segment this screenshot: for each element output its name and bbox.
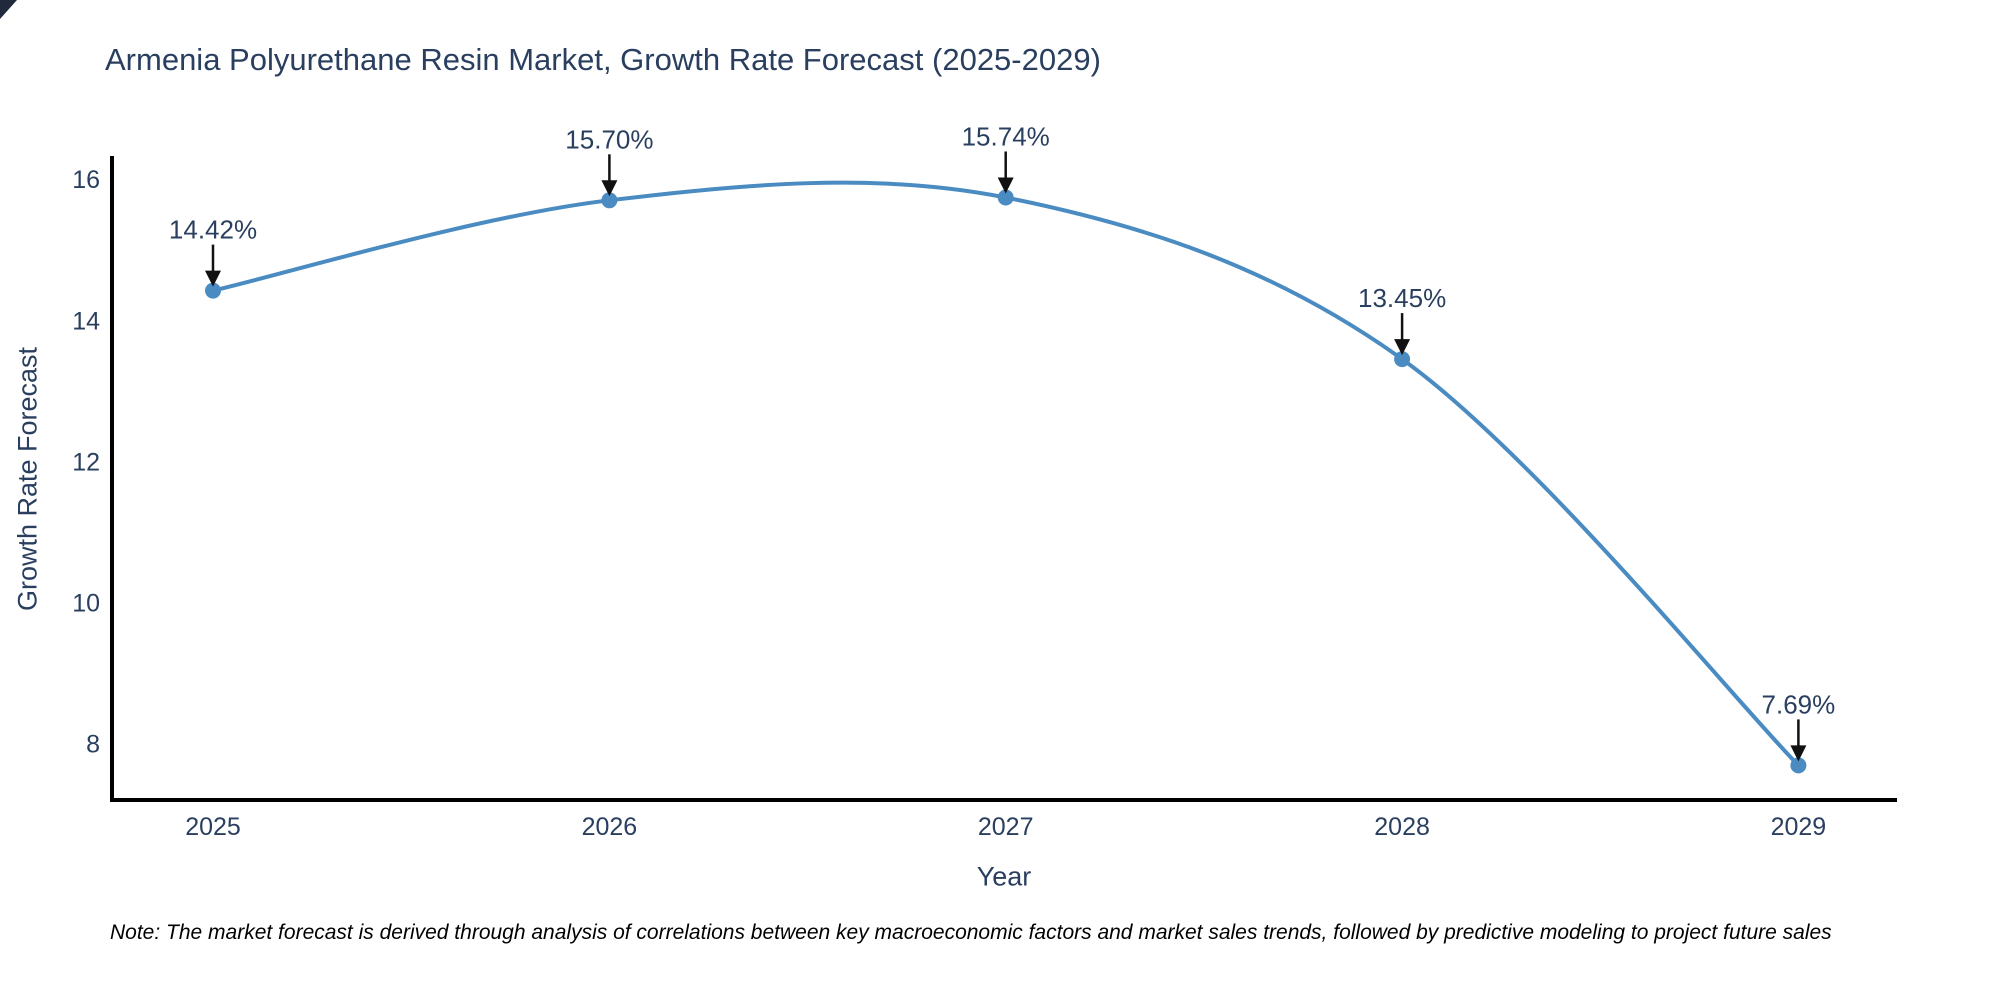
data-point-marker[interactable] xyxy=(205,282,221,299)
annotation-arrow-head xyxy=(601,180,618,197)
corner-artifact xyxy=(0,0,17,19)
forecast-line xyxy=(211,180,1801,768)
y-tick-label: 14 xyxy=(72,307,100,335)
x-tick-label: 2028 xyxy=(1374,813,1430,841)
data-point-marker[interactable] xyxy=(1394,351,1411,368)
point-annotation-label: 15.74% xyxy=(962,122,1050,152)
y-tick-label: 10 xyxy=(72,590,100,618)
annotation-arrow-head xyxy=(997,177,1014,194)
point-annotation-label: 13.45% xyxy=(1358,283,1446,313)
x-tick-label: 2025 xyxy=(185,813,241,841)
data-point-marker[interactable] xyxy=(601,192,618,209)
annotation-arrow-head xyxy=(205,270,221,287)
x-axis-title: Year xyxy=(976,861,1032,892)
y-tick-label: 8 xyxy=(86,731,100,759)
point-annotation-label: 15.70% xyxy=(565,124,653,154)
x-tick-label: 2029 xyxy=(1771,813,1827,841)
chart-title: Armenia Polyurethane Resin Market, Growt… xyxy=(105,42,1101,77)
footnote: Note: The market forecast is derived thr… xyxy=(110,921,1832,944)
point-annotation-label: 14.42% xyxy=(169,215,257,245)
y-tick-label: 12 xyxy=(72,448,100,476)
annotation-arrow-head xyxy=(1394,339,1411,356)
y-tick-label: 16 xyxy=(72,166,100,194)
annotation-arrow-head xyxy=(1790,745,1807,762)
data-point-marker[interactable] xyxy=(1790,757,1807,774)
x-tick-label: 2027 xyxy=(978,813,1034,841)
x-tick-label: 2026 xyxy=(582,813,638,841)
data-point-marker[interactable] xyxy=(997,189,1014,206)
point-annotation-label: 7.69% xyxy=(1762,689,1836,719)
